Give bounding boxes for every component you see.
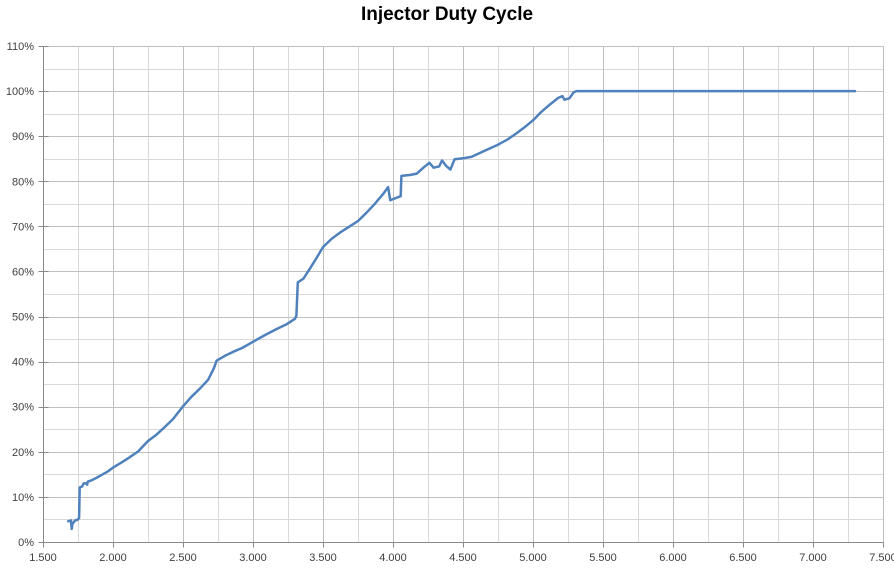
y-axis-tick-label: 10% bbox=[12, 492, 34, 504]
x-axis-tick-label: 4.000 bbox=[379, 552, 407, 564]
axis-labels: 0% 10% 20% 30% 40% 50% 60% 70% 80% 90% 100% 110% 1.5… bbox=[6, 41, 894, 564]
x-axis-tick-label: 6.500 bbox=[729, 552, 757, 564]
y-axis-tick-label: 70% bbox=[12, 221, 34, 233]
x-axis-tick-label: 7.000 bbox=[799, 552, 827, 564]
y-axis-tick-label: 40% bbox=[12, 357, 34, 369]
x-axis-tick-label: 2.500 bbox=[169, 552, 197, 564]
x-axis-tick-label: 2.000 bbox=[99, 552, 127, 564]
y-axis-tick-label: 20% bbox=[12, 447, 34, 459]
y-axis-tick-label: 110% bbox=[7, 41, 35, 53]
y-axis-tick-label: 0% bbox=[18, 537, 34, 549]
x-axis-tick-label: 1.500 bbox=[29, 552, 57, 564]
x-axis-tick-label: 3.000 bbox=[239, 552, 267, 564]
x-axis-tick-label: 5.000 bbox=[519, 552, 547, 564]
x-axis-tick-label: 4.500 bbox=[449, 552, 477, 564]
x-axis-tick-label: 6.000 bbox=[659, 552, 687, 564]
y-axis-tick-label: 90% bbox=[12, 131, 34, 143]
axes-and-ticks bbox=[38, 46, 884, 548]
y-axis-tick-label: 30% bbox=[12, 402, 34, 414]
y-axis-tick-label: 50% bbox=[12, 312, 34, 324]
y-axis-tick-label: 100% bbox=[6, 86, 34, 98]
duty-cycle-series-line bbox=[66, 89, 857, 531]
x-axis-tick-label: 7.500 bbox=[869, 552, 894, 564]
y-axis-tick-label: 80% bbox=[12, 176, 34, 188]
x-axis-tick-label: 5.500 bbox=[589, 552, 617, 564]
chart-title: Injector Duty Cycle bbox=[360, 4, 534, 25]
x-axis-tick-label: 3.500 bbox=[309, 552, 337, 564]
y-axis-tick-label: 60% bbox=[12, 266, 34, 278]
